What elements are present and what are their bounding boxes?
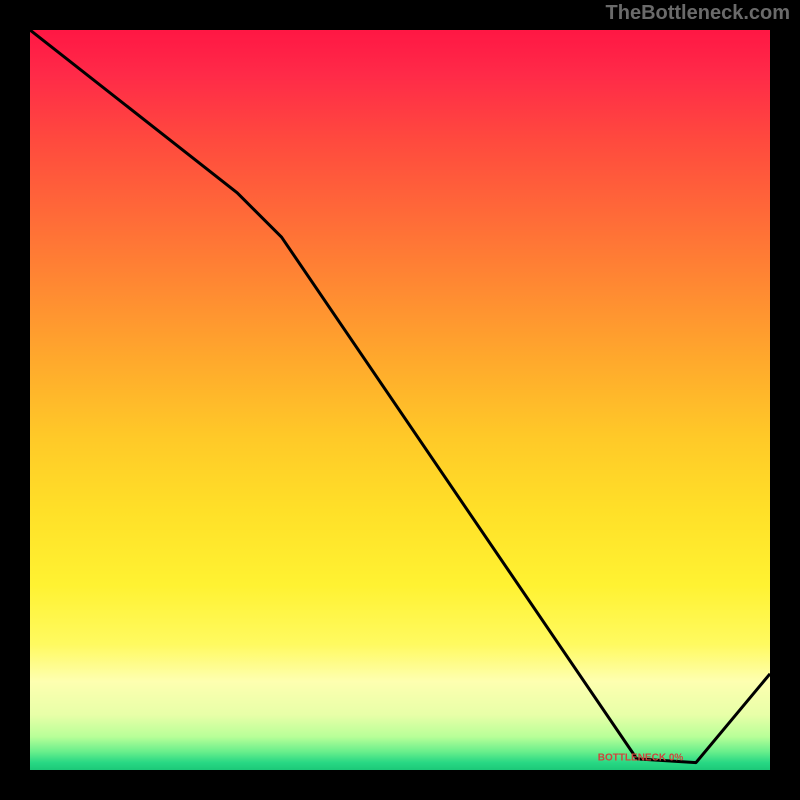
- chart-plot-area: BOTTLENECK 0%: [30, 30, 770, 770]
- chart-background: [30, 30, 770, 770]
- bottleneck-label: BOTTLENECK 0%: [598, 753, 684, 764]
- attribution-text: TheBottleneck.com: [606, 2, 790, 25]
- chart-svg: BOTTLENECK 0%: [30, 30, 770, 770]
